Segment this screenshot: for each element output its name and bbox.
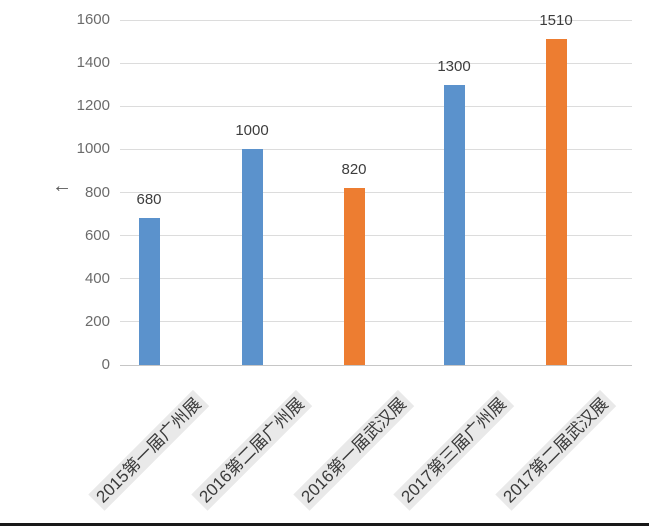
bar-value-label: 820 [341,161,367,179]
y-tick-label: 1400 [76,54,110,72]
bar [443,84,465,365]
gridline [120,19,632,21]
gridline [120,321,632,323]
y-tick-label: 1200 [76,97,110,115]
y-tick-label: 1000 [76,140,110,158]
x-category-label: 2015第一届广州展 [88,390,210,511]
bar [343,188,365,365]
y-axis-arrow-icon: ← [52,175,72,197]
bar-value-label: 1000 [235,122,269,140]
x-axis-line [120,364,632,366]
bar [241,149,263,365]
x-category-label: 2017第二届武汉展 [495,390,617,511]
y-tick-label: 400 [84,269,110,287]
gridline [120,192,632,193]
y-tick-label: 600 [84,226,110,244]
y-tick-label: 800 [84,183,110,201]
gridline [120,148,632,150]
gridline [120,105,632,107]
bar [138,218,160,365]
y-tick-label: 0 [101,356,110,373]
y-tick-label: 1600 [76,11,110,28]
bar-value-label: 1510 [539,12,573,30]
y-tick-label: 200 [84,312,110,330]
gridline [120,235,632,237]
bar [545,39,567,365]
bottom-divider [0,523,649,526]
gridline [120,62,632,64]
bar-value-label: 1300 [437,57,471,75]
gridline [120,278,632,280]
bar-value-label: 680 [136,191,162,209]
